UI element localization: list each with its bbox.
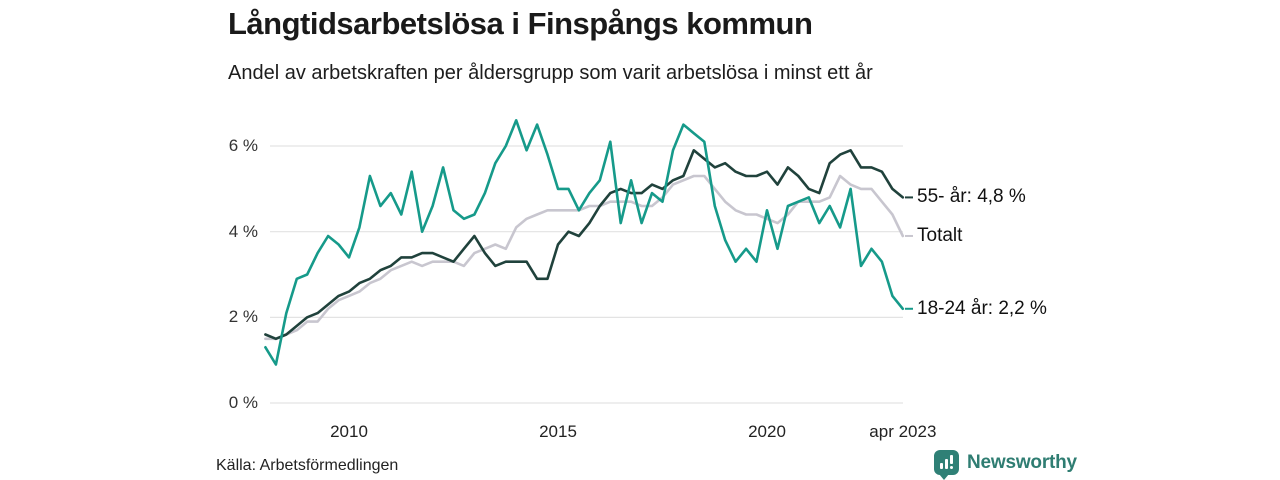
newsworthy-wordmark: Newsworthy (967, 451, 1077, 473)
y-tick-label: 0 % (228, 393, 258, 412)
series-end-label-18-24r: 18-24 år: 2,2 % (917, 297, 1047, 319)
x-tick-label: 2015 (539, 422, 577, 441)
x-tick-label: 2010 (330, 422, 368, 441)
series-line-Totalt (264, 174, 905, 341)
series-line-18-24r (264, 119, 905, 366)
y-tick-label: 4 % (228, 221, 258, 241)
newsworthy-logo: Newsworthy (934, 450, 1077, 480)
chart-subtitle: Andel av arbetskraften per åldersgrupp s… (228, 62, 873, 84)
y-tick-label: 2 % (228, 307, 258, 327)
bar-chart-badge-icon (934, 450, 959, 480)
source-note: Källa: Arbetsförmedlingen (216, 457, 399, 474)
series-line-55-r (264, 149, 905, 341)
x-tick-label: apr 2023 (869, 422, 937, 441)
gridlines (270, 145, 903, 404)
badge-exclamation (950, 455, 953, 469)
badge-bar-small (940, 463, 943, 469)
series-end-label-Totalt: Totalt (917, 224, 963, 246)
badge-bar-tall (945, 459, 948, 469)
series-end-ticks (905, 196, 913, 310)
series-end-label-55-r: 55- år: 4,8 % (917, 186, 1026, 208)
x-tick-label: 2020 (748, 422, 786, 441)
series-lines (264, 119, 905, 366)
page-title: Långtidsarbetslösa i Finspångs kommun (228, 6, 813, 41)
y-tick-label: 6 % (228, 136, 258, 156)
